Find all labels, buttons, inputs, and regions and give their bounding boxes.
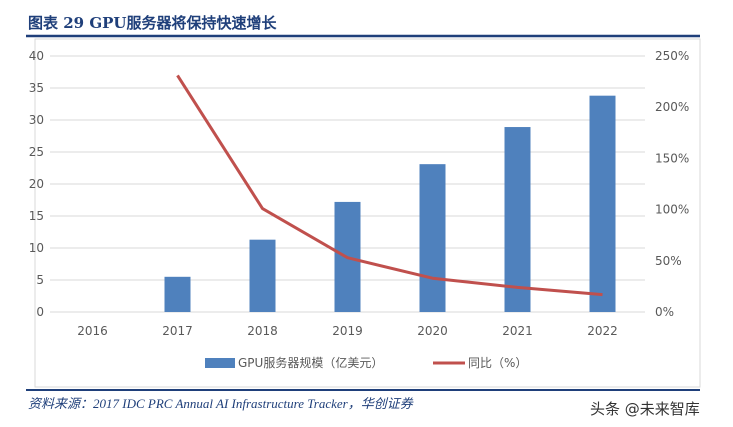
left-tick-label: 10: [29, 241, 44, 255]
right-tick-label: 50%: [655, 254, 682, 268]
figure-title: 图表 29 GPU服务器将保持快速增长: [28, 14, 277, 32]
x-tick-label: 2018: [247, 324, 278, 338]
legend: GPU服务器规模（亿美元） 同比（%）: [205, 355, 527, 370]
bar: [164, 276, 191, 312]
watermark: 头条 @未来智库: [590, 400, 700, 418]
x-tick-label: 2022: [587, 324, 618, 338]
left-tick-label: 15: [29, 209, 44, 223]
legend-label-bar: GPU服务器规模（亿美元）: [238, 355, 383, 370]
yoy-line: [176, 74, 603, 297]
chart-frame: [34, 38, 701, 388]
legend-label-line: 同比（%）: [468, 356, 527, 370]
left-tick-label: 35: [29, 81, 44, 95]
left-tick-label: 5: [36, 273, 44, 287]
x-tick-label: 2019: [332, 324, 363, 338]
left-tick-label: 20: [29, 177, 44, 191]
bar: [249, 239, 276, 312]
right-tick-label: 200%: [655, 100, 689, 114]
bar: [504, 127, 531, 312]
legend-swatch-bar: [205, 358, 235, 368]
bar: [419, 164, 446, 312]
x-tick-label: 2020: [417, 324, 448, 338]
x-tick-label: 2017: [162, 324, 193, 338]
left-tick-label: 40: [29, 49, 44, 63]
source-note: 资料来源：2017 IDC PRC Annual AI Infrastructu…: [28, 396, 414, 411]
left-tick-label: 0: [36, 305, 44, 319]
left-tick-label: 25: [29, 145, 44, 159]
x-tick-label: 2016: [77, 324, 108, 338]
bar: [589, 95, 616, 313]
right-tick-label: 150%: [655, 151, 689, 165]
right-tick-label: 0%: [655, 305, 674, 319]
right-tick-label: 100%: [655, 203, 689, 217]
left-tick-label: 30: [29, 113, 44, 127]
x-tick-label: 2021: [502, 324, 533, 338]
right-tick-label: 250%: [655, 49, 689, 63]
